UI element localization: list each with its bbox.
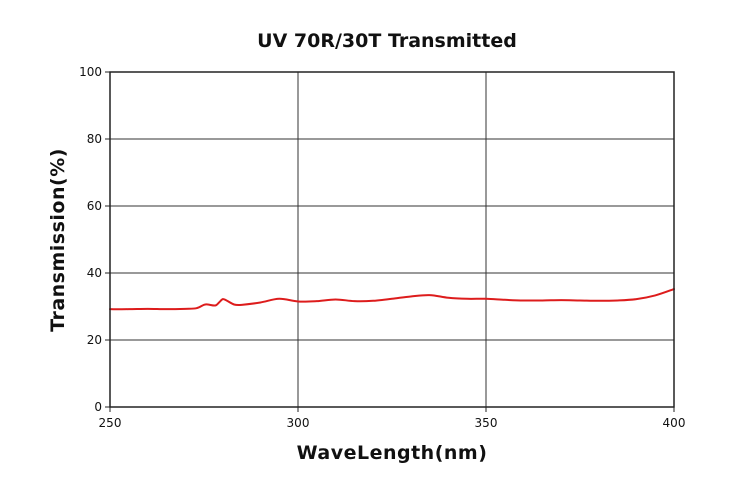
x-axis-ticks: 250 300 350 400 [99, 407, 686, 430]
y-axis-ticks: 0 20 40 60 80 100 [79, 65, 110, 414]
chart-title: UV 70R/30T Transmitted [257, 30, 517, 52]
y-axis-label: Transmission(%) [47, 148, 69, 332]
grid [110, 72, 674, 407]
x-tick-label: 400 [663, 416, 686, 430]
series-group [109, 288, 675, 311]
y-tick-label: 20 [87, 333, 102, 347]
x-tick-label: 250 [99, 416, 122, 430]
x-tick-label: 350 [475, 416, 498, 430]
y-tick-label: 100 [79, 65, 102, 79]
y-tick-label: 40 [87, 266, 102, 280]
y-tick-label: 80 [87, 132, 102, 146]
transmission-line [109, 288, 675, 311]
x-axis-label: WaveLength(nm) [297, 442, 488, 464]
y-tick-label: 60 [87, 199, 102, 213]
plot-frame [109, 71, 675, 408]
x-tick-label: 300 [287, 416, 310, 430]
y-tick-label: 0 [94, 400, 102, 414]
